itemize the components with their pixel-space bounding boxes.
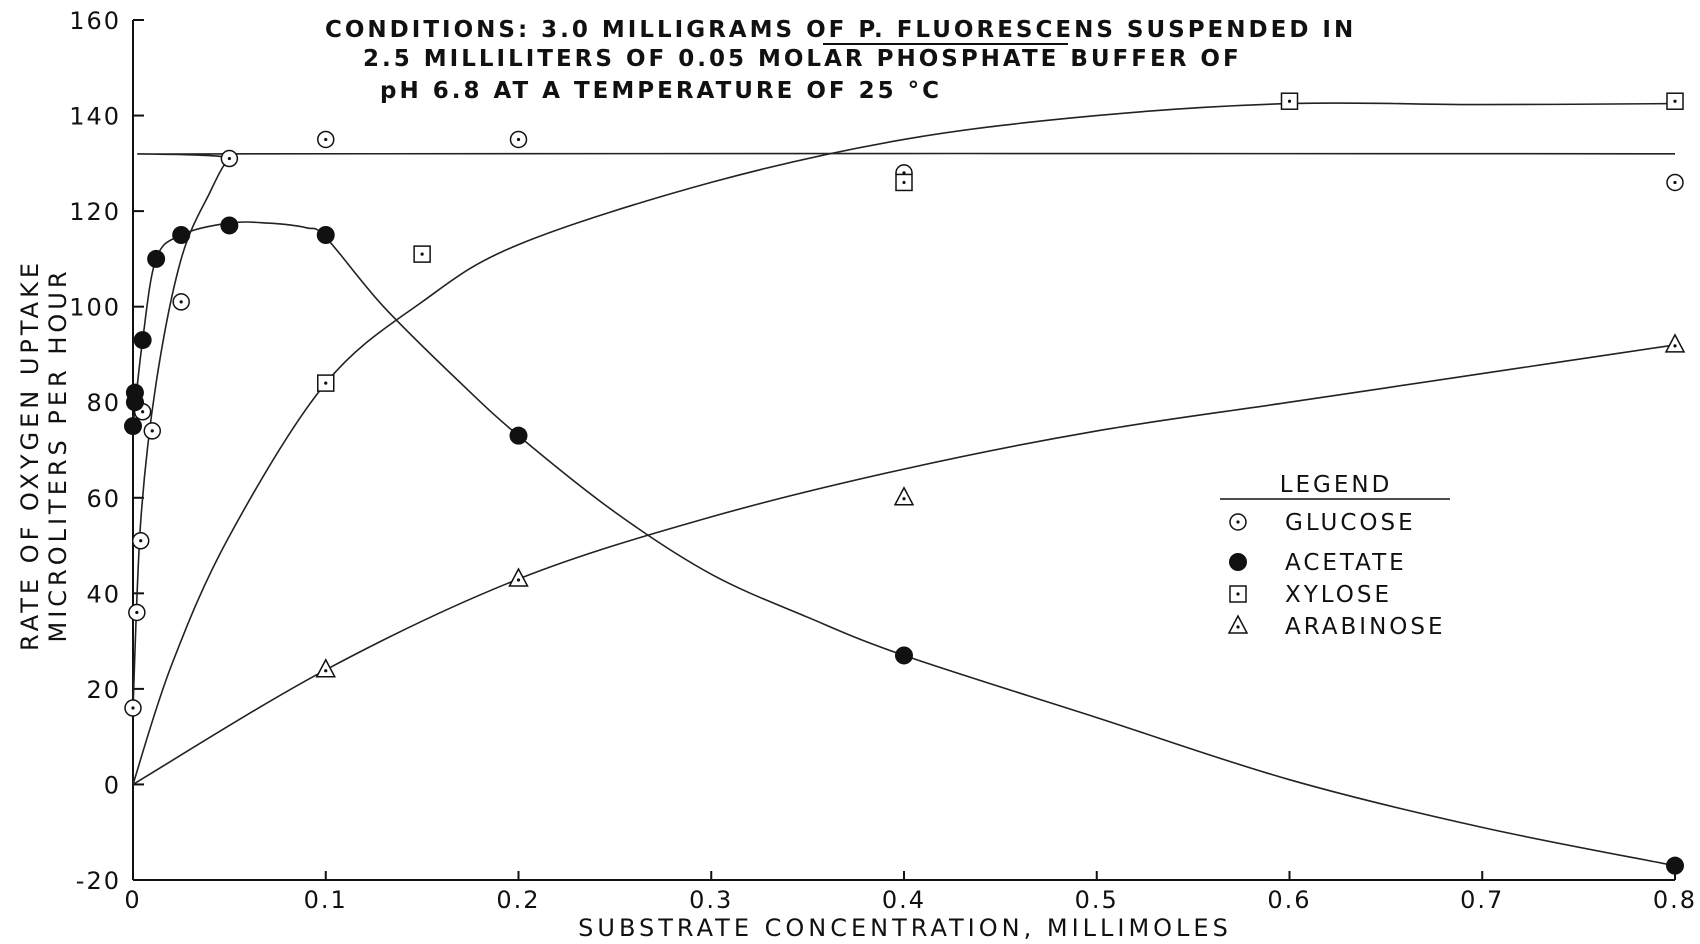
acetate-point — [125, 383, 144, 402]
glucose-point — [143, 422, 162, 440]
x-tick-label: 0.8 — [1653, 886, 1697, 914]
xylose-point — [1280, 92, 1299, 110]
conditions-annotation: CONDITIONS: 3.0 MILLIGRAMS OF P. FLUORES… — [325, 17, 1356, 104]
y-tick-label: -20 — [76, 867, 121, 895]
xylose-point — [895, 173, 913, 192]
x-tick-label: 0.5 — [1075, 886, 1119, 914]
y-axis-title-line-1: RATE OF OXYGEN UPTAKE — [16, 259, 44, 651]
legend-arabinose-label: ARABINOSE — [1285, 614, 1446, 640]
acetate-point — [220, 216, 239, 235]
acetate-point — [316, 226, 335, 244]
y-axis-title-line-2: MICROLITERS PER HOUR — [44, 267, 72, 642]
x-axis-title: SUBSTRATE CONCENTRATION, MILLIMOLES — [578, 914, 1232, 942]
x-tick-label: 0.2 — [496, 886, 540, 914]
y-tick-label: 20 — [86, 676, 121, 704]
acetate-point — [509, 426, 528, 445]
y-tick-label: 100 — [69, 294, 121, 322]
conditions-line-2: 2.5 MILLILITERS OF 0.05 MOLAR PHOSPHATE … — [363, 46, 1242, 72]
glucose-point — [509, 130, 528, 149]
arabinose-point — [508, 567, 529, 587]
x-tick-label: 0.7 — [1460, 886, 1504, 914]
x-tick-label: 0.3 — [689, 886, 733, 914]
arabinose-curve — [132, 344, 1676, 786]
x-tick-label: 0.6 — [1267, 886, 1311, 914]
y-tick-label: 0 — [104, 771, 121, 799]
acetate-point — [147, 249, 166, 268]
conditions-line-1: CONDITIONS: 3.0 MILLIGRAMS OF P. FLUORES… — [325, 17, 1356, 43]
y-tick-label: 80 — [86, 389, 121, 417]
glucose-point — [317, 130, 335, 149]
y-tick-label: 40 — [86, 580, 121, 608]
legend-acetate-icon — [1229, 553, 1247, 571]
acetate-point — [1666, 856, 1684, 875]
glucose-point — [124, 699, 142, 717]
acetate-curve — [132, 221, 1676, 867]
legend-arabinose-icon — [1227, 614, 1249, 634]
legend-glucose-marker — [1229, 513, 1247, 531]
glucose-point — [172, 293, 190, 311]
legend-glucose-icon — [1229, 513, 1247, 531]
acetate-point — [895, 646, 913, 665]
curves — [132, 102, 1676, 867]
acetate-point — [172, 226, 191, 244]
conditions-line-3: pH 6.8 AT A TEMPERATURE OF 25 °C — [380, 78, 942, 104]
legend-title: LEGEND — [1280, 472, 1393, 498]
arabinose-point — [893, 486, 915, 506]
y-tick-label: 60 — [86, 485, 121, 513]
legend-xylose-icon — [1229, 585, 1247, 603]
y-tick-label: 140 — [69, 103, 121, 131]
y-tick-label: 160 — [69, 7, 121, 35]
glucose-point — [1666, 173, 1684, 192]
legend-xylose-marker — [1229, 585, 1247, 603]
legend-xylose-label: XYLOSE — [1285, 582, 1392, 608]
acetate-point — [124, 417, 142, 436]
acetate-point — [133, 331, 152, 350]
xylose-curve — [132, 102, 1676, 785]
ticks: 0 0.1 0.2 0.3 0.4 0.5 0.6 0.7 0.8-20020406080100… — [69, 7, 1697, 914]
xylose-point — [1666, 92, 1684, 110]
xylose-point — [413, 245, 431, 263]
xylose-point — [317, 374, 335, 392]
y-tick-label: 120 — [69, 198, 121, 226]
x-tick-label: 0.1 — [304, 886, 348, 914]
markers — [124, 92, 1686, 875]
legend-glucose-label: GLUCOSE — [1285, 510, 1416, 536]
x-tick-label: 0.4 — [882, 886, 926, 914]
glucose-point — [220, 149, 239, 168]
arabinose-point — [315, 658, 336, 678]
glucose-point — [128, 603, 146, 622]
legend-acetate-label: ACETATE — [1285, 550, 1407, 576]
axes — [132, 20, 1675, 881]
legend-acetate-marker — [1229, 553, 1247, 571]
legend-arabinose-marker — [1227, 614, 1249, 634]
glucose-point — [131, 532, 150, 550]
arabinose-point — [1664, 333, 1686, 353]
legend: LEGEND GLUCOSE ACETATE XYLOSE ARABINOSE — [1220, 472, 1450, 640]
x-tick-label: 0 — [124, 886, 141, 914]
